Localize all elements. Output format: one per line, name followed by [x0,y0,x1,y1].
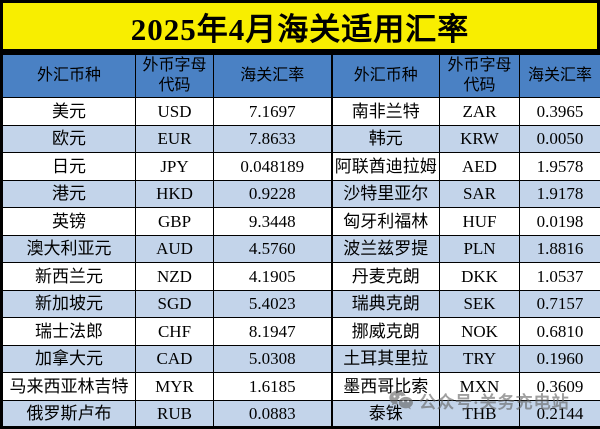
currency-code-cell: MXN [440,373,520,401]
rate-cell: 0.2144 [520,400,600,428]
table-row: 欧元 EUR 7.8633 韩元 KRW 0.0050 [2,125,600,153]
rate-cell: 4.5760 [214,235,332,263]
rate-cell: 8.1947 [214,318,332,346]
rate-cell: 4.1905 [214,263,332,291]
currency-name-cell: 南非兰特 [332,98,440,126]
currency-code-cell: EUR [136,125,214,153]
column-header-rate: 海关汇率 [214,54,332,98]
table-row: 澳大利亚元 AUD 4.5760 波兰兹罗提 PLN 1.8816 [2,235,600,263]
currency-name-cell: 日元 [2,153,136,181]
currency-code-cell: HKD [136,180,214,208]
rate-cell: 0.0198 [520,208,600,236]
column-header-currency: 外汇币种 [332,54,440,98]
rate-cell: 1.6185 [214,373,332,401]
currency-name-cell: 马来西亚林吉特 [2,373,136,401]
currency-name-cell: 澳大利亚元 [2,235,136,263]
currency-code-cell: RUB [136,400,214,428]
rate-cell: 0.9228 [214,180,332,208]
table-row: 英镑 GBP 9.3448 匈牙利福林 HUF 0.0198 [2,208,600,236]
currency-code-cell: ZAR [440,98,520,126]
currency-name-cell: 欧元 [2,125,136,153]
column-header-code: 外币字母代码 [136,54,214,98]
rate-cell: 1.0537 [520,263,600,291]
currency-name-cell: 韩元 [332,125,440,153]
rate-cell: 0.3965 [520,98,600,126]
rate-cell: 0.048189 [214,153,332,181]
currency-name-cell: 英镑 [2,208,136,236]
table-row: 日元 JPY 0.048189 阿联酋迪拉姆 AED 1.9578 [2,153,600,181]
rate-cell: 0.1960 [520,345,600,373]
page-title: 2025年4月海关适用汇率 [0,0,600,52]
rate-cell: 0.3609 [520,373,600,401]
table-row: 瑞士法郎 CHF 8.1947 挪威克朗 NOK 0.6810 [2,318,600,346]
column-header-code: 外币字母代码 [440,54,520,98]
currency-code-cell: GBP [136,208,214,236]
currency-code-cell: NOK [440,318,520,346]
table-row: 新西兰元 NZD 4.1905 丹麦克朗 DKK 1.0537 [2,263,600,291]
currency-name-cell: 泰铢 [332,400,440,428]
currency-name-cell: 挪威克朗 [332,318,440,346]
currency-name-cell: 俄罗斯卢布 [2,400,136,428]
currency-code-cell: SAR [440,180,520,208]
currency-code-cell: CAD [136,345,214,373]
currency-name-cell: 匈牙利福林 [332,208,440,236]
table-row: 俄罗斯卢布 RUB 0.0883 泰铢 THB 0.2144 [2,400,600,428]
rate-cell: 7.8633 [214,125,332,153]
currency-name-cell: 新加坡元 [2,290,136,318]
rate-cell: 7.1697 [214,98,332,126]
rate-cell: 9.3448 [214,208,332,236]
rate-cell: 0.0883 [214,400,332,428]
rate-cell: 5.0308 [214,345,332,373]
currency-name-cell: 美元 [2,98,136,126]
table-header-row: 外汇币种 外币字母代码 海关汇率 外汇币种 外币字母代码 海关汇率 [2,54,600,98]
currency-name-cell: 新西兰元 [2,263,136,291]
currency-code-cell: CHF [136,318,214,346]
currency-name-cell: 墨西哥比索 [332,373,440,401]
rate-cell: 5.4023 [214,290,332,318]
currency-code-cell: TRY [440,345,520,373]
currency-code-cell: DKK [440,263,520,291]
currency-code-cell: SGD [136,290,214,318]
currency-code-cell: MYR [136,373,214,401]
currency-name-cell: 波兰兹罗提 [332,235,440,263]
table-row: 美元 USD 7.1697 南非兰特 ZAR 0.3965 [2,98,600,126]
currency-code-cell: KRW [440,125,520,153]
rate-cell: 0.6810 [520,318,600,346]
column-header-currency: 外汇币种 [2,54,136,98]
currency-code-cell: SEK [440,290,520,318]
currency-name-cell: 瑞士法郎 [2,318,136,346]
currency-code-cell: AED [440,153,520,181]
table-row: 港元 HKD 0.9228 沙特里亚尔 SAR 1.9178 [2,180,600,208]
rate-cell: 0.7157 [520,290,600,318]
currency-name-cell: 沙特里亚尔 [332,180,440,208]
rate-cell: 0.0050 [520,125,600,153]
currency-name-cell: 瑞典克朗 [332,290,440,318]
table-row: 加拿大元 CAD 5.0308 土耳其里拉 TRY 0.1960 [2,345,600,373]
currency-name-cell: 土耳其里拉 [332,345,440,373]
currency-code-cell: USD [136,98,214,126]
currency-name-cell: 丹麦克朗 [332,263,440,291]
currency-code-cell: THB [440,400,520,428]
currency-code-cell: NZD [136,263,214,291]
currency-code-cell: AUD [136,235,214,263]
currency-name-cell: 加拿大元 [2,345,136,373]
currency-code-cell: JPY [136,153,214,181]
column-header-rate: 海关汇率 [520,54,600,98]
rate-cell: 1.8816 [520,235,600,263]
currency-code-cell: PLN [440,235,520,263]
currency-name-cell: 阿联酋迪拉姆 [332,153,440,181]
table-row: 新加坡元 SGD 5.4023 瑞典克朗 SEK 0.7157 [2,290,600,318]
rate-cell: 1.9578 [520,153,600,181]
currency-code-cell: HUF [440,208,520,236]
rate-cell: 1.9178 [520,180,600,208]
table-row: 马来西亚林吉特 MYR 1.6185 墨西哥比索 MXN 0.3609 [2,373,600,401]
currency-name-cell: 港元 [2,180,136,208]
exchange-rate-table: 外汇币种 外币字母代码 海关汇率 外汇币种 外币字母代码 海关汇率 美元 USD… [0,52,600,429]
